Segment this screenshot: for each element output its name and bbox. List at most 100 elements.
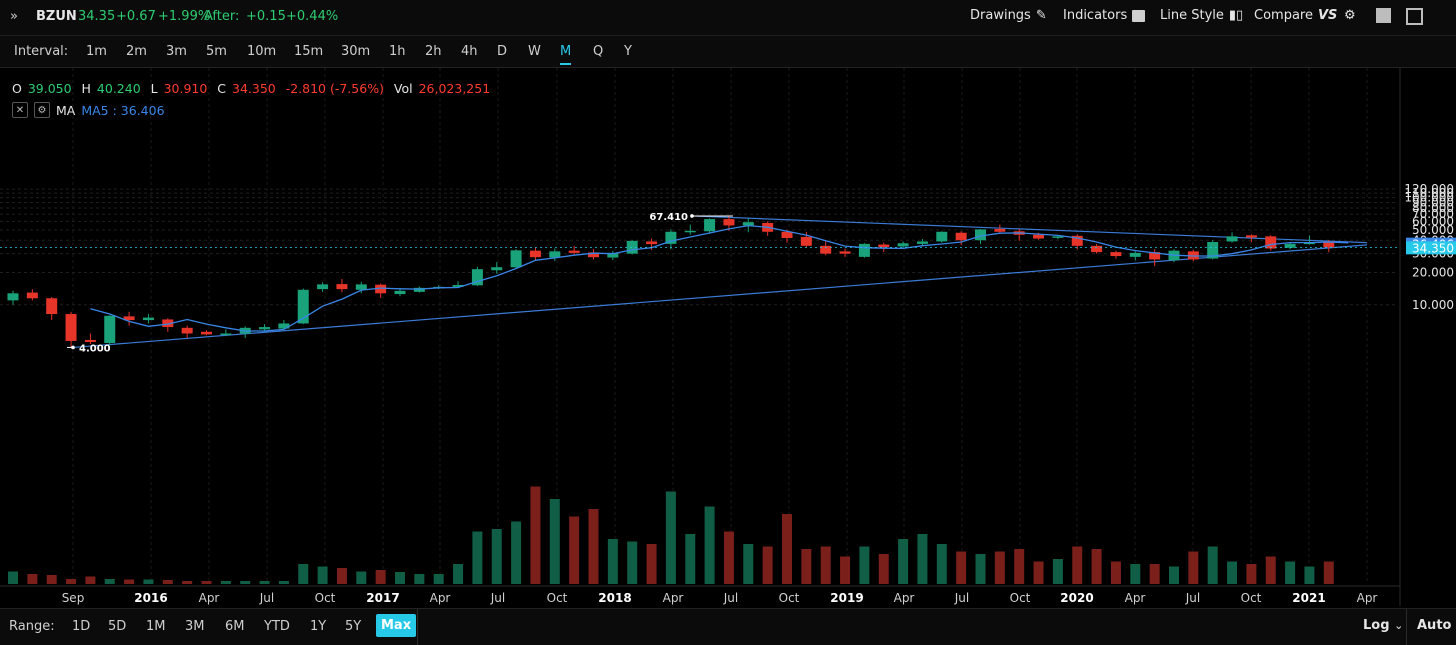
price-tick-label: 70.000 — [1412, 207, 1454, 221]
volume-bar — [1285, 561, 1296, 584]
volume-bar — [898, 539, 909, 584]
low-annotation: 4.000 — [79, 343, 111, 354]
time-tick-label: Jul — [1185, 591, 1200, 605]
candle-body — [549, 251, 561, 258]
range-label: Range: — [9, 619, 55, 634]
volume-bar — [1091, 549, 1102, 584]
interval-y[interactable]: Y — [624, 44, 632, 59]
candle-body — [1245, 235, 1257, 238]
range-ytd[interactable]: YTD — [264, 619, 290, 634]
log-scale-toggle[interactable]: Log ⌄ — [1363, 618, 1403, 633]
price-tick-label: 60.000 — [1412, 214, 1454, 228]
candle-body — [568, 250, 580, 253]
candle-body — [1265, 236, 1277, 249]
interval-5m[interactable]: 5m — [206, 44, 227, 59]
interval-1m[interactable]: 1m — [86, 44, 107, 59]
volume-bar — [820, 546, 831, 584]
range-divider-right — [1406, 609, 1407, 645]
indicators-button[interactable]: Indicators — [1063, 8, 1146, 23]
range-max[interactable]: Max — [376, 614, 417, 637]
ticker-symbol[interactable]: BZUN — [36, 9, 77, 24]
volume-bar — [994, 551, 1005, 584]
interval-4h[interactable]: 4h — [461, 44, 478, 59]
candle-body — [65, 314, 77, 341]
candle-body — [704, 219, 716, 232]
volume-bar — [530, 486, 541, 584]
range-5d[interactable]: 5D — [108, 619, 127, 634]
volume-bar — [665, 491, 676, 584]
volume-bar — [1227, 561, 1238, 584]
interval-2m[interactable]: 2m — [126, 44, 147, 59]
volume-bar — [472, 531, 483, 584]
trendlines — [72, 215, 1368, 349]
time-tick-label: Apr — [894, 591, 915, 605]
interval-30m[interactable]: 30m — [341, 44, 371, 59]
line-style-button[interactable]: Line Style ▮▯ — [1160, 8, 1243, 23]
volume-bar — [1304, 566, 1315, 584]
candle-body — [142, 317, 154, 321]
price-tick-label: 100.000 — [1404, 191, 1454, 205]
last-price-tag-bg — [1406, 241, 1456, 255]
range-divider — [417, 609, 418, 645]
candle-body — [355, 284, 367, 290]
interval-d[interactable]: D — [497, 44, 508, 59]
ma5-line — [90, 224, 1349, 332]
interval-15m[interactable]: 15m — [294, 44, 324, 59]
volume-bar — [840, 556, 851, 584]
open-label: O — [12, 81, 22, 96]
candle-body — [278, 323, 290, 329]
interval-q[interactable]: Q — [593, 44, 604, 59]
volume-bar — [1033, 561, 1044, 584]
vs-icon: VS — [1317, 8, 1338, 23]
interval-m[interactable]: M — [560, 44, 572, 65]
candle-body — [84, 339, 96, 342]
candle-body — [181, 327, 193, 334]
gear-icon[interactable]: ⚙ — [34, 102, 50, 118]
interval-1h[interactable]: 1h — [389, 44, 406, 59]
compare-button[interactable]: Compare VS — [1254, 8, 1337, 23]
volume-bar — [1052, 559, 1063, 584]
candle-body — [1149, 252, 1161, 260]
range-1y[interactable]: 1Y — [310, 619, 327, 634]
volume-bar — [956, 551, 967, 584]
candle-body — [317, 284, 329, 290]
snapshot-icon[interactable] — [1376, 8, 1391, 23]
close-icon[interactable]: ✕ — [12, 102, 28, 118]
last-price: 34.35 — [78, 9, 116, 24]
price-tick-label: 120.000 — [1404, 182, 1454, 196]
settings-gear-icon[interactable]: ⚙ — [1344, 8, 1356, 23]
range-1m[interactable]: 1M — [146, 619, 166, 634]
candle-body — [723, 219, 735, 226]
expand-icon[interactable]: » — [10, 9, 18, 24]
candle-body — [916, 241, 928, 244]
range-3m[interactable]: 3M — [185, 619, 205, 634]
range-5y[interactable]: 5Y — [345, 619, 362, 634]
volume-bar — [491, 529, 502, 584]
time-tick-label: Jul — [723, 591, 738, 605]
drawings-button[interactable]: Drawings ✎ — [970, 8, 1047, 23]
candle-body — [839, 251, 851, 254]
interval-3m[interactable]: 3m — [166, 44, 187, 59]
volume-bar — [1072, 546, 1083, 584]
interval-10m[interactable]: 10m — [247, 44, 277, 59]
popout-window-icon[interactable] — [1406, 8, 1423, 25]
candle-body — [1323, 241, 1335, 248]
candle-body — [665, 231, 677, 244]
candle-body — [26, 292, 38, 299]
volume-bar — [259, 581, 270, 584]
range-6m[interactable]: 6M — [225, 619, 245, 634]
candle-body — [820, 245, 832, 254]
volume-bar — [1323, 561, 1334, 584]
interval-w[interactable]: W — [528, 44, 541, 59]
candle-body — [7, 293, 19, 301]
candle-body — [607, 252, 619, 258]
indicators-label: Indicators — [1063, 8, 1128, 23]
volume-bar — [569, 516, 580, 584]
candle-body — [510, 250, 522, 268]
range-1d[interactable]: 1D — [72, 619, 91, 634]
interval-2h[interactable]: 2h — [425, 44, 442, 59]
volume-bar — [511, 521, 522, 584]
auto-scale-toggle[interactable]: Auto — [1417, 618, 1452, 633]
candle-body — [1129, 252, 1141, 257]
